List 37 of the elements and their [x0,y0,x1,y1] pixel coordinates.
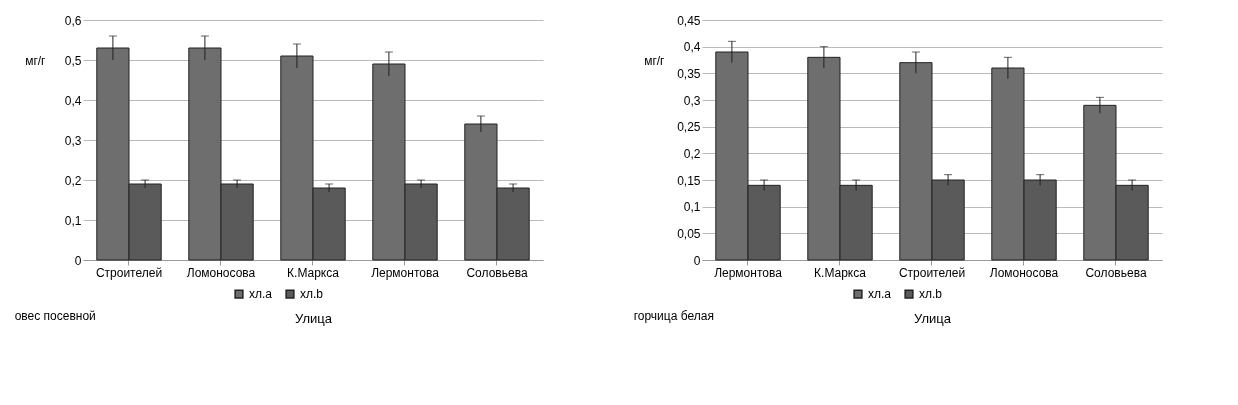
y-tick-label: 0,15 [677,173,701,188]
y-tick-label: 0,1 [64,213,82,228]
x-tick-label: К.Маркса [287,265,340,280]
text: горчица белая [633,309,714,323]
y-tick-label: 0,4 [64,93,82,108]
y-tick-label: 0,45 [677,13,701,28]
legend-label: хл.a [249,287,273,302]
x-axis-title: Улица [914,310,952,326]
y-tick-label: 0,6 [64,13,82,28]
y-tick-label: 0,1 [683,200,701,215]
x-tick-label: Соловьева [466,265,528,280]
x-tick-label: К.Маркса [814,265,867,280]
x-tick-label: Лермонтова [371,265,440,280]
x-tick-label: Ломоносова [989,265,1059,280]
x-axis-title: Улица [295,310,333,326]
y-tick-label: 0,4 [683,40,701,55]
y-tick-label: 0 [693,253,701,268]
legend-label: хл.b [919,287,943,302]
legend-label: хл.b [300,287,324,302]
y-tick-label: 0,05 [677,226,701,241]
y-tick-label: 0,25 [677,120,701,135]
y-axis-title: мг/г [25,53,47,68]
y-tick-label: 0,35 [677,66,701,81]
x-tick-label: Лермонтова [714,265,783,280]
y-tick-label: 0 [74,253,82,268]
text: овес посевной [14,309,96,323]
y-tick-label: 0,5 [64,53,82,68]
legend-label: хл.a [868,287,892,302]
x-tick-label: Соловьева [1085,265,1147,280]
y-tick-label: 0,3 [683,93,701,108]
x-tick-label: Строителей [898,265,966,280]
x-tick-label: Строителей [95,265,163,280]
y-tick-label: 0,3 [64,133,82,148]
x-tick-label: Ломоносова [186,265,256,280]
y-axis-title: мг/г [644,53,666,68]
y-tick-label: 0,2 [683,146,701,161]
y-tick-label: 0,2 [64,173,82,188]
